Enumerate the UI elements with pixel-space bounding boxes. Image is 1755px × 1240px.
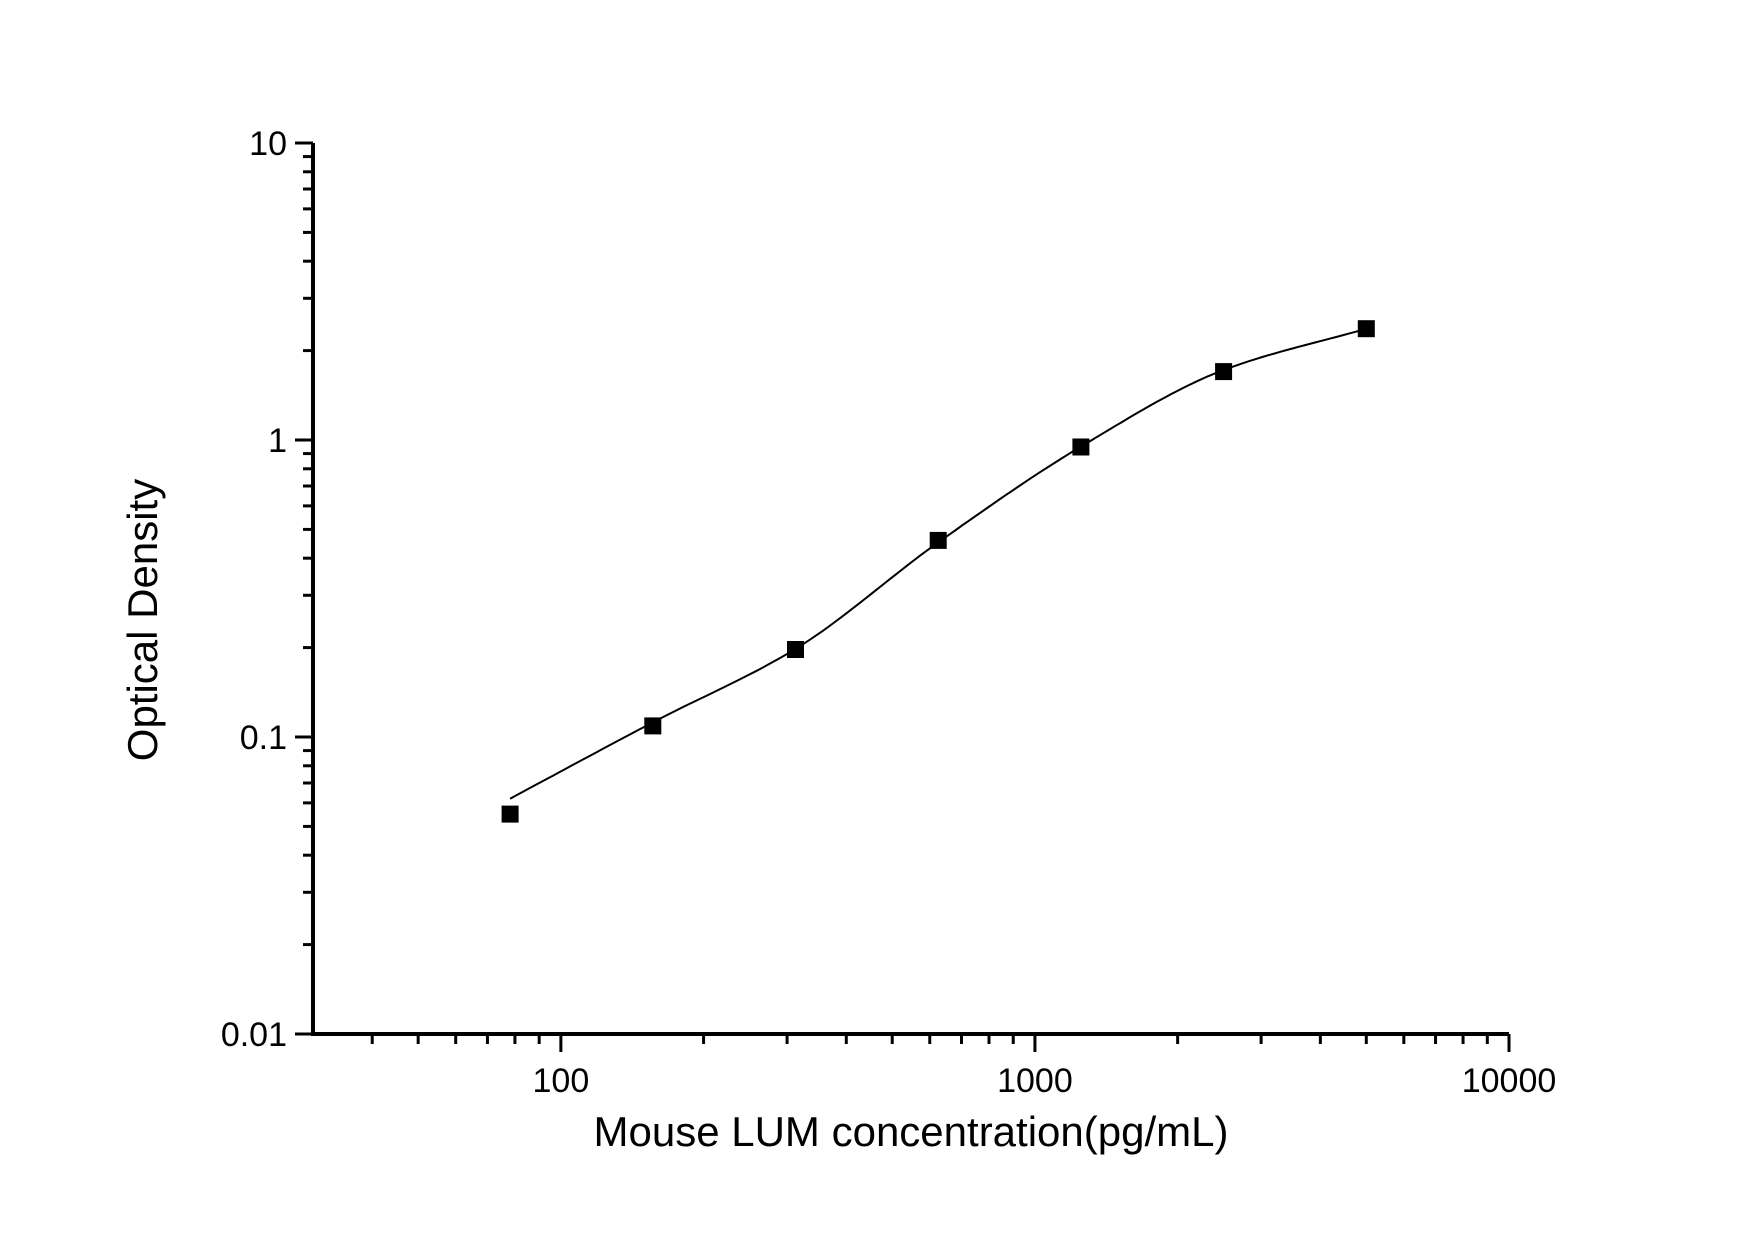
x-tick-label: 1000 [997,1062,1073,1100]
data-point-marker [1215,363,1233,381]
y-axis-title: Optical Density [119,478,166,762]
y-tick-label: 10 [249,125,287,163]
data-point-marker [1072,438,1090,456]
data-point-marker [1357,320,1375,338]
y-tick-label: 0.01 [221,1016,287,1054]
y-tick-label: 1 [268,422,287,460]
data-point-marker [644,717,662,735]
data-point-marker [501,805,519,823]
data-point-marker [787,641,804,658]
fitted-curve-line [509,327,1367,800]
x-tick-label: 100 [533,1062,590,1100]
data-point-marker [929,531,947,549]
x-tick-label: 10000 [1462,1062,1557,1100]
x-axis-title: Mouse LUM concentration(pg/mL) [593,1108,1229,1155]
y-tick-label: 0.1 [240,719,287,757]
